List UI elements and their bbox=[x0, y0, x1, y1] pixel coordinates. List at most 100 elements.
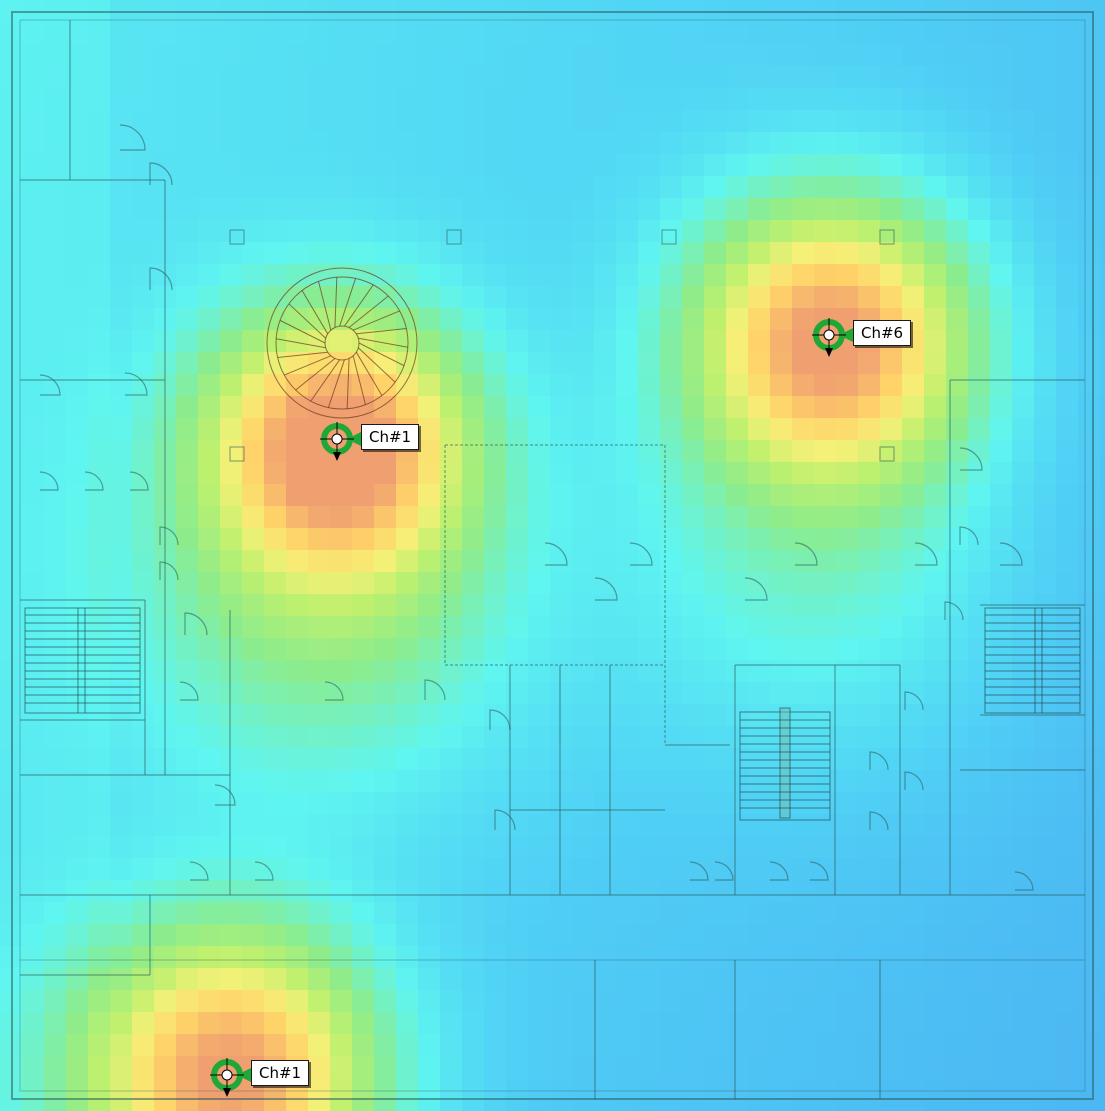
heatmap-cell bbox=[1034, 858, 1057, 881]
heatmap-cell bbox=[132, 968, 155, 991]
heatmap-cell bbox=[374, 902, 397, 925]
heatmap-cell bbox=[176, 242, 199, 265]
heatmap-cell bbox=[638, 308, 661, 331]
heatmap-cell bbox=[594, 902, 617, 925]
heatmap-cell bbox=[22, 814, 45, 837]
stair-tread bbox=[295, 358, 336, 391]
heatmap-cell bbox=[616, 726, 639, 749]
heatmap-cell bbox=[396, 22, 419, 45]
heatmap-cell bbox=[242, 704, 265, 727]
heatmap-cell bbox=[704, 396, 727, 419]
heatmap-cell bbox=[374, 616, 397, 639]
heatmap-cell bbox=[660, 242, 683, 265]
heatmap-cell bbox=[44, 374, 67, 397]
heatmap-cell bbox=[66, 374, 89, 397]
heatmap-cell bbox=[638, 726, 661, 749]
heatmap-cell bbox=[440, 836, 463, 859]
heatmap-cell bbox=[770, 1012, 793, 1035]
heatmap-cell bbox=[44, 814, 67, 837]
heatmap-cell bbox=[44, 44, 67, 67]
heatmap-cell bbox=[836, 154, 859, 177]
heatmap-cell bbox=[748, 1100, 771, 1111]
heatmap-cell bbox=[638, 462, 661, 485]
heatmap-cell bbox=[506, 1078, 529, 1101]
access-point-marker[interactable]: Ch#6 bbox=[805, 314, 955, 358]
heatmap-cell bbox=[440, 968, 463, 991]
heatmap-cell bbox=[110, 946, 133, 969]
heatmap-cell bbox=[946, 880, 969, 903]
heatmap-cell bbox=[572, 440, 595, 463]
heatmap-cell bbox=[924, 836, 947, 859]
heatmap-cell bbox=[792, 88, 815, 111]
heatmap-cell bbox=[726, 286, 749, 309]
heatmap-cell bbox=[528, 902, 551, 925]
heatmap-cell bbox=[924, 968, 947, 991]
heatmap-cell bbox=[594, 330, 617, 353]
heatmap-cell bbox=[1012, 836, 1035, 859]
heatmap-cell bbox=[660, 748, 683, 771]
heatmap-cell bbox=[726, 858, 749, 881]
heatmap-cell bbox=[792, 220, 815, 243]
heatmap-cell bbox=[594, 858, 617, 881]
heatmap-cell bbox=[1034, 704, 1057, 727]
heatmap-cell bbox=[550, 220, 573, 243]
heatmap-cell bbox=[858, 902, 881, 925]
heatmap-cell bbox=[616, 264, 639, 287]
access-point-marker[interactable]: Ch#1 bbox=[203, 1054, 353, 1098]
heatmap-cell bbox=[1034, 1100, 1057, 1111]
heatmap-cell bbox=[1078, 66, 1101, 89]
heatmap-cell bbox=[968, 836, 991, 859]
heatmap-cell bbox=[66, 1056, 89, 1079]
heatmap-cell bbox=[88, 770, 111, 793]
heatmap-cell bbox=[704, 572, 727, 595]
heatmap-cell bbox=[880, 858, 903, 881]
access-point-marker[interactable]: Ch#1 bbox=[313, 418, 463, 462]
heatmap-cell bbox=[902, 198, 925, 221]
heatmap-cell bbox=[418, 264, 441, 287]
heatmap-cell bbox=[484, 616, 507, 639]
heatmap-cell bbox=[88, 242, 111, 265]
heatmap-cell bbox=[198, 484, 221, 507]
heatmap-cell bbox=[374, 858, 397, 881]
heatmap-cell bbox=[110, 22, 133, 45]
door-swing bbox=[1014, 871, 1034, 891]
heatmap-cell bbox=[726, 946, 749, 969]
heatmap-cell bbox=[924, 308, 947, 331]
heatmap-cell bbox=[594, 968, 617, 991]
heatmap-cell bbox=[858, 770, 881, 793]
heatmap-cell bbox=[506, 726, 529, 749]
heatmap-cell bbox=[924, 682, 947, 705]
heatmap-cell bbox=[198, 968, 221, 991]
heatmap-cell bbox=[462, 418, 485, 441]
heatmap-cell bbox=[1012, 330, 1035, 353]
heatmap-cell bbox=[1078, 1100, 1101, 1111]
heatmap-cell bbox=[330, 550, 353, 573]
heatmap-cell bbox=[858, 352, 881, 375]
heatmap-cell bbox=[418, 308, 441, 331]
heatmap-cell bbox=[506, 770, 529, 793]
heatmap-cell bbox=[1078, 1034, 1101, 1057]
heatmap-cell bbox=[638, 880, 661, 903]
heatmap-cell bbox=[528, 462, 551, 485]
heatmap-cell bbox=[176, 264, 199, 287]
heatmap-cell bbox=[1034, 572, 1057, 595]
heatmap-cell bbox=[506, 44, 529, 67]
heatmap-cell bbox=[792, 66, 815, 89]
heatmap-cell bbox=[682, 1056, 705, 1079]
heatmap-cell bbox=[880, 1100, 903, 1111]
heatmap-cell bbox=[704, 154, 727, 177]
heatmap-cell bbox=[506, 902, 529, 925]
heatmap-cell bbox=[880, 418, 903, 441]
heatmap-cell bbox=[858, 704, 881, 727]
heatmap-cell bbox=[352, 110, 375, 133]
door-swing bbox=[214, 784, 236, 806]
heatmap-cell bbox=[154, 220, 177, 243]
heatmap-cell bbox=[990, 352, 1013, 375]
heatmap-cell bbox=[1012, 198, 1035, 221]
heatmap-cell bbox=[638, 990, 661, 1013]
heatmap-cell bbox=[726, 638, 749, 661]
heatmap-cell bbox=[638, 528, 661, 551]
heatmap-cell bbox=[528, 1056, 551, 1079]
heatmap-cell bbox=[264, 946, 287, 969]
heatmap-cell bbox=[814, 1056, 837, 1079]
